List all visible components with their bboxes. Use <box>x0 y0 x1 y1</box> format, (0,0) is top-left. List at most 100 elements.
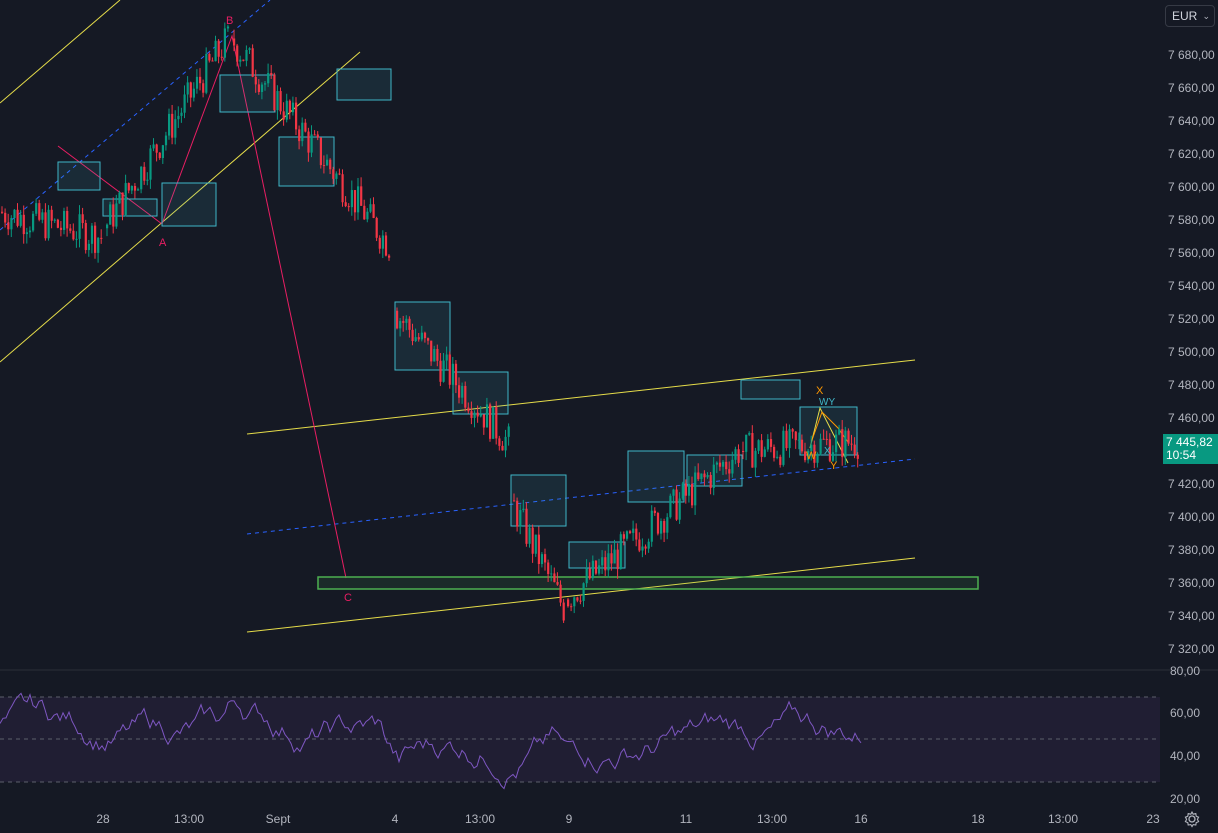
candle-body <box>687 483 691 496</box>
candle-body <box>647 541 650 549</box>
candle-body <box>56 219 59 228</box>
candle-body <box>669 495 672 518</box>
price-axis-label: 7 520,00 <box>1168 312 1215 326</box>
wave-label-wy: WY <box>819 397 835 408</box>
zone-box[interactable] <box>336 68 392 101</box>
candle-body <box>850 443 853 445</box>
candle-body <box>559 584 562 603</box>
candle-body <box>585 568 588 584</box>
time-axis-label: 4 <box>392 812 399 826</box>
candle-body <box>180 112 183 116</box>
candle-body <box>288 100 291 113</box>
candle-body <box>211 60 214 62</box>
candle-body <box>748 433 751 435</box>
zone-box[interactable] <box>278 136 335 187</box>
wave-label-y: Y <box>830 460 838 472</box>
candle-body <box>528 527 531 544</box>
rsi-line[interactable] <box>0 692 862 790</box>
candle-body <box>214 40 217 62</box>
candle-body <box>610 553 613 564</box>
candle-body <box>782 430 785 465</box>
candle-body <box>712 464 715 488</box>
price-axis-label: 7 460,00 <box>1168 411 1215 425</box>
channel-line-lower-right[interactable] <box>246 557 916 633</box>
candle-body <box>844 430 847 458</box>
candle-body <box>174 119 177 138</box>
candle-body <box>825 438 828 440</box>
candle-body <box>703 473 706 478</box>
candle-body <box>625 531 629 539</box>
candle-body <box>751 433 754 468</box>
candle-body <box>588 568 591 579</box>
channel-line-upper-left[interactable] <box>0 0 121 104</box>
support-zone[interactable] <box>317 576 979 590</box>
candle-body <box>248 48 251 50</box>
candle-body <box>470 411 473 418</box>
candle-body <box>754 450 757 468</box>
rsi-axis-label: 40,00 <box>1170 749 1200 763</box>
candle-body <box>332 169 335 179</box>
candle-body <box>97 237 100 253</box>
candle-body <box>773 446 776 458</box>
candle-body <box>763 449 766 457</box>
candle-body <box>109 204 112 225</box>
candle-body <box>137 189 140 191</box>
candle-body <box>785 430 788 449</box>
candle-body <box>737 449 740 463</box>
candle-body <box>495 406 498 439</box>
candle-body <box>439 360 442 382</box>
candle-body <box>276 91 279 111</box>
currency-select[interactable]: EUR ⌄ <box>1165 5 1215 27</box>
candle-body <box>115 203 118 227</box>
candle-body <box>635 528 638 540</box>
candle-body <box>547 562 550 574</box>
candle-body <box>684 483 687 496</box>
candle-body <box>534 534 537 554</box>
zone-box[interactable] <box>57 161 101 191</box>
candle-body <box>338 173 341 175</box>
channel-midline-right[interactable] <box>246 458 916 535</box>
candle-body <box>152 144 155 149</box>
last-price-tag: 7 445,82 10:54 <box>1163 434 1218 464</box>
wave-label-x: X <box>816 385 824 397</box>
candle-body <box>78 214 81 239</box>
candle-body <box>38 203 41 220</box>
abc-wave-line[interactable] <box>57 34 347 579</box>
candle-body <box>797 439 800 441</box>
price-axis-label: 7 620,00 <box>1168 147 1215 161</box>
price-axis-label: 7 540,00 <box>1168 279 1215 293</box>
channel-midline-left[interactable] <box>0 0 271 231</box>
zone-box[interactable] <box>627 450 685 503</box>
candle-body <box>186 82 189 95</box>
gear-icon[interactable] <box>1183 810 1201 828</box>
wave-triangle[interactable] <box>809 406 849 464</box>
candle-body <box>279 91 282 112</box>
candle-body <box>622 534 625 539</box>
candle-body <box>513 500 516 502</box>
candle-body <box>257 84 260 92</box>
channel-line-upper-right[interactable] <box>246 359 916 435</box>
candle-body <box>501 445 504 451</box>
candle-body <box>819 438 822 454</box>
zone-box[interactable] <box>161 182 217 227</box>
candle-body <box>319 137 322 166</box>
price-axis-label: 7 600,00 <box>1168 180 1215 194</box>
candles[interactable] <box>1 22 859 623</box>
candle-body <box>613 549 616 564</box>
currency-label: EUR <box>1172 9 1198 23</box>
candle-body <box>847 430 850 444</box>
rsi-axis[interactable]: 80,00 60,00 40,00 20,00 <box>1170 664 1200 806</box>
candle-body <box>816 453 819 463</box>
zone-box[interactable] <box>219 74 276 113</box>
zone-box[interactable] <box>740 379 801 400</box>
candle-body <box>236 45 239 62</box>
time-axis[interactable]: 28 13:00 Sept 4 13:00 9 11 13:00 16 18 13:00 23 <box>96 812 1160 826</box>
channel-line-lower-left[interactable] <box>0 51 361 363</box>
time-axis-label: 28 <box>96 812 110 826</box>
price-axis[interactable]: 7 680,00 7 660,00 7 640,00 7 620,00 7 600,00… <box>1168 48 1215 656</box>
candle-body <box>800 439 804 452</box>
candle-body <box>242 59 245 61</box>
time-axis-label: 9 <box>566 812 573 826</box>
candle-body <box>396 310 399 329</box>
